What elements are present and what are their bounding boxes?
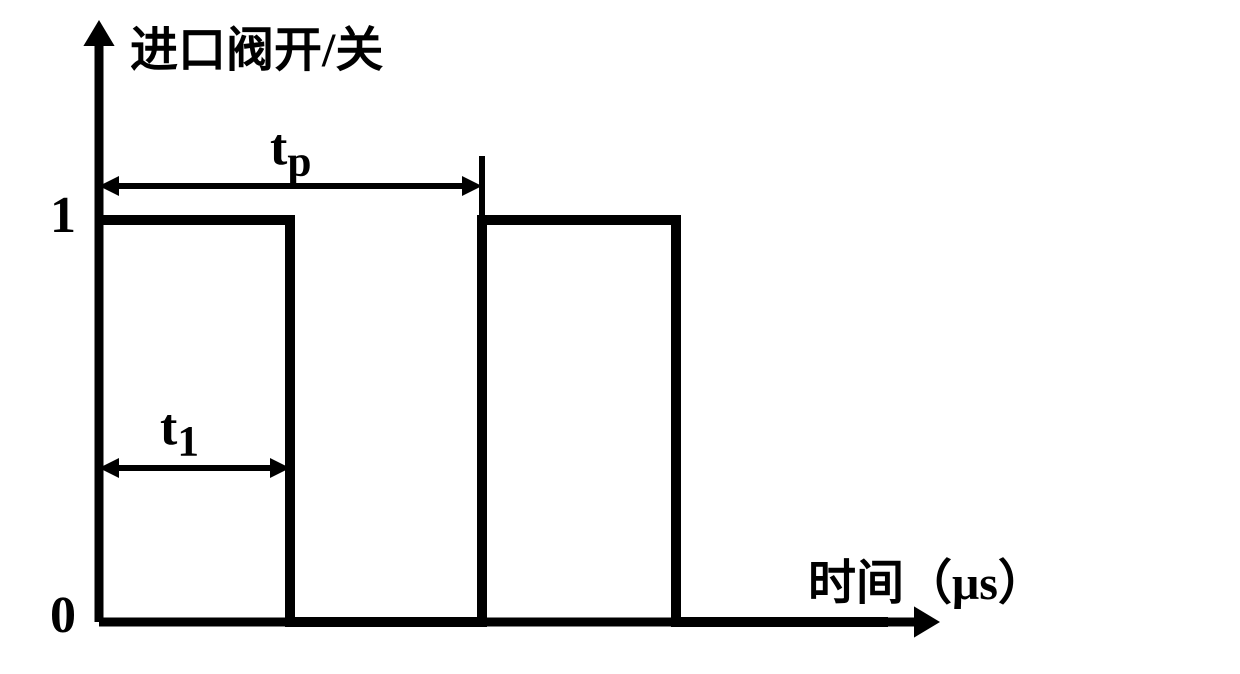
diagram-svg (0, 0, 1240, 674)
y-tick-0: 0 (50, 586, 76, 645)
dim-t1-label: t1 (160, 398, 199, 466)
y-tick-1: 1 (50, 186, 76, 245)
x-axis-label: 时间（μs） (808, 543, 1046, 613)
dim-tp-label: tp (270, 118, 311, 186)
y-axis-label: 进口阀开/关 (130, 10, 383, 80)
timing-diagram: 进口阀开/关 时间（μs） 1 0 tp t1 (0, 0, 1240, 674)
